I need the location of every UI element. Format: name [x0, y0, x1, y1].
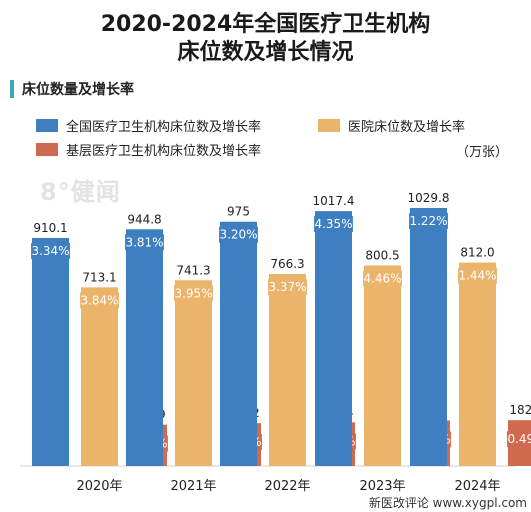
growth-badge-bg	[268, 279, 307, 296]
x-tick-label: 2022年	[264, 479, 310, 494]
growth-rate-label: 4.35%	[314, 217, 352, 231]
bar-value-label: 975	[227, 205, 250, 219]
bar-value-label: 800.5	[365, 248, 399, 262]
section-accent-bar	[10, 80, 14, 98]
legend-item-primary: 基层医疗卫生机构床位数及增长率	[36, 140, 261, 159]
x-tick-label: 2021年	[170, 479, 216, 494]
bar-value-label: 1017.4	[313, 194, 355, 208]
footer-site-label: 新医改评论 www.xygpl.com	[368, 496, 527, 510]
growth-badge-bg	[125, 234, 164, 251]
unit-label: （万张）	[456, 145, 509, 160]
x-tick-label: 2024年	[454, 479, 500, 494]
legend-swatch-total	[36, 119, 58, 132]
bar-2-4	[364, 265, 401, 466]
legend-label-primary: 基层医疗卫生机构床位数及增长率	[66, 144, 262, 159]
chart-title-line2: 床位数及增长情况	[177, 40, 354, 65]
x-tick-label: 2020年	[76, 479, 122, 494]
chart-title-line1: 2020-2024年全国医疗卫生机构	[100, 12, 431, 37]
x-tick-label: 2023年	[359, 479, 405, 494]
watermark-logo: 8°健闻	[40, 178, 121, 206]
growth-rate-label: 1.22%	[409, 214, 447, 228]
growth-rate-label: 3.95%	[174, 286, 212, 300]
legend-item-total: 全国医疗卫生机构床位数及增长率	[36, 116, 261, 135]
growth-badge-bg	[363, 270, 402, 287]
growth-rate-label: 1.44%	[458, 269, 496, 283]
growth-rate-label: 0.49%	[507, 432, 531, 446]
bar-1-1	[32, 237, 69, 466]
bar-1-2	[126, 229, 163, 466]
growth-badge-bg	[80, 292, 119, 309]
growth-rate-label: 3.34%	[31, 244, 69, 258]
legend-item-hospital: 医院床位数及增长率	[318, 116, 465, 135]
bar-1-5	[410, 208, 447, 466]
growth-badge-bg	[409, 213, 448, 229]
bar-value-label: 741.3	[176, 263, 210, 277]
bar-value-label: 182.9	[509, 403, 531, 417]
growth-badge-bg	[458, 267, 497, 284]
growth-badge-bg	[31, 242, 70, 259]
growth-badge-bg	[507, 431, 531, 448]
bar-value-label: 944.8	[127, 212, 161, 226]
growth-rate-label: 4.46%	[363, 271, 401, 285]
legend-swatch-hospital	[318, 119, 340, 132]
bar-value-label: 713.1	[82, 270, 116, 284]
bar-value-label: 1029.8	[408, 191, 450, 205]
bar-value-label: 812.0	[460, 246, 494, 260]
growth-rate-label: 3.81%	[125, 235, 163, 249]
growth-badge-bg	[174, 285, 213, 302]
growth-rate-label: 3.84%	[80, 293, 118, 307]
growth-rate-label: 3.20%	[219, 228, 257, 242]
legend-swatch-primary	[36, 143, 58, 156]
section-title: 床位数量及增长率	[22, 82, 134, 98]
bar-2-3	[269, 274, 306, 466]
growth-badge-bg	[314, 216, 353, 233]
bar-value-label: 910.1	[33, 221, 67, 235]
bar-2-2	[175, 280, 212, 466]
legend-label-total: 全国医疗卫生机构床位数及增长率	[66, 120, 262, 135]
bar-2-1	[81, 287, 118, 466]
bar-2-5	[459, 262, 496, 466]
bar-1-3	[220, 221, 257, 466]
growth-rate-label: 3.37%	[268, 280, 306, 294]
bar-value-label: 766.3	[270, 257, 304, 271]
bar-1-4	[315, 211, 352, 466]
legend-label-hospital: 医院床位数及增长率	[348, 120, 466, 135]
growth-badge-bg	[219, 226, 258, 243]
